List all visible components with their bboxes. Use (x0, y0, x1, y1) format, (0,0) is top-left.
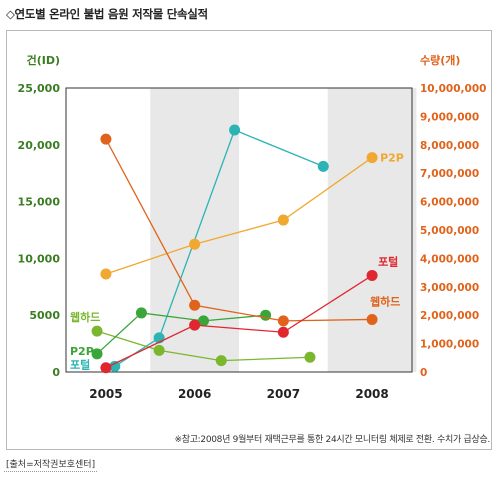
series-label: 웹하드 (70, 310, 100, 324)
right-tick-label: 6,000,000 (420, 197, 479, 209)
data-point (366, 152, 378, 164)
category-label: 2008 (355, 387, 388, 401)
series-line (105, 274, 373, 369)
data-point (277, 315, 289, 327)
right-tick-label: 10,000,000 (420, 83, 486, 95)
data-point (189, 299, 201, 311)
right-tick-label: 5,000,000 (420, 225, 479, 237)
series-line (105, 157, 373, 275)
category-label: 2007 (267, 387, 300, 401)
data-point (277, 326, 289, 338)
data-point (198, 315, 210, 327)
data-point (277, 214, 289, 226)
right-tick-label: 8,000,000 (420, 140, 479, 152)
series-label: 포털 (378, 255, 398, 268)
series-line (105, 138, 373, 322)
left-tick-label: 5000 (29, 309, 60, 322)
left-tick-label: 20,000 (18, 139, 61, 152)
left-tick-label: 0 (52, 366, 60, 379)
series-label: P2P (380, 152, 404, 165)
left-tick-label: 10,000 (18, 252, 61, 265)
right-tick-label: 0 (420, 367, 427, 379)
data-point (153, 344, 165, 356)
data-point (100, 362, 112, 374)
right-axis-label: 수량(개) (420, 53, 460, 67)
chart-source: [출처=저작권보호센터] (4, 457, 98, 472)
chart-plot: 0 5000 10,000 15,000 20,000 25,000 건(ID) 0 1,000… (18, 53, 487, 401)
right-tick-label: 1,000,000 (420, 339, 479, 351)
left-tick-label: 25,000 (18, 82, 61, 95)
chart-frame (6, 30, 492, 450)
plot-border (65, 87, 413, 373)
data-point (317, 160, 329, 172)
right-tick-label: 4,000,000 (420, 253, 479, 265)
data-point (100, 133, 112, 145)
series-line (96, 330, 310, 362)
data-point (109, 360, 121, 372)
right-tick-label: 2,000,000 (420, 310, 479, 322)
data-point (304, 351, 316, 363)
right-tick-label: 9,000,000 (420, 111, 479, 123)
left-axis-label: 건(ID) (27, 53, 60, 67)
category-label: 2005 (89, 387, 122, 401)
chart-title: ◇연도별 온라인 불법 음원 저작물 단속실적 (6, 7, 208, 21)
data-point (100, 268, 112, 280)
left-tick-label: 15,000 (18, 196, 61, 209)
year-band-2008 (327, 88, 417, 372)
data-point (366, 269, 378, 281)
series-line (96, 312, 266, 355)
data-point (189, 319, 201, 331)
right-tick-label: 3,000,000 (420, 282, 479, 294)
category-label: 2006 (178, 387, 211, 401)
data-point (189, 238, 201, 250)
series-label: P2P (70, 345, 94, 358)
right-tick-label: 7,000,000 (420, 168, 479, 180)
series-label: 웹하드 (370, 294, 400, 308)
chart-note: ※참고:2008년 9월부터 재택근무를 통한 24시간 모니터링 체제로 전환… (174, 435, 490, 445)
data-point (135, 307, 147, 319)
series-label: 포털 (70, 358, 90, 371)
data-point (366, 313, 378, 325)
data-point (215, 355, 227, 367)
data-point (91, 325, 103, 337)
data-point (91, 348, 103, 360)
data-point (229, 124, 241, 136)
